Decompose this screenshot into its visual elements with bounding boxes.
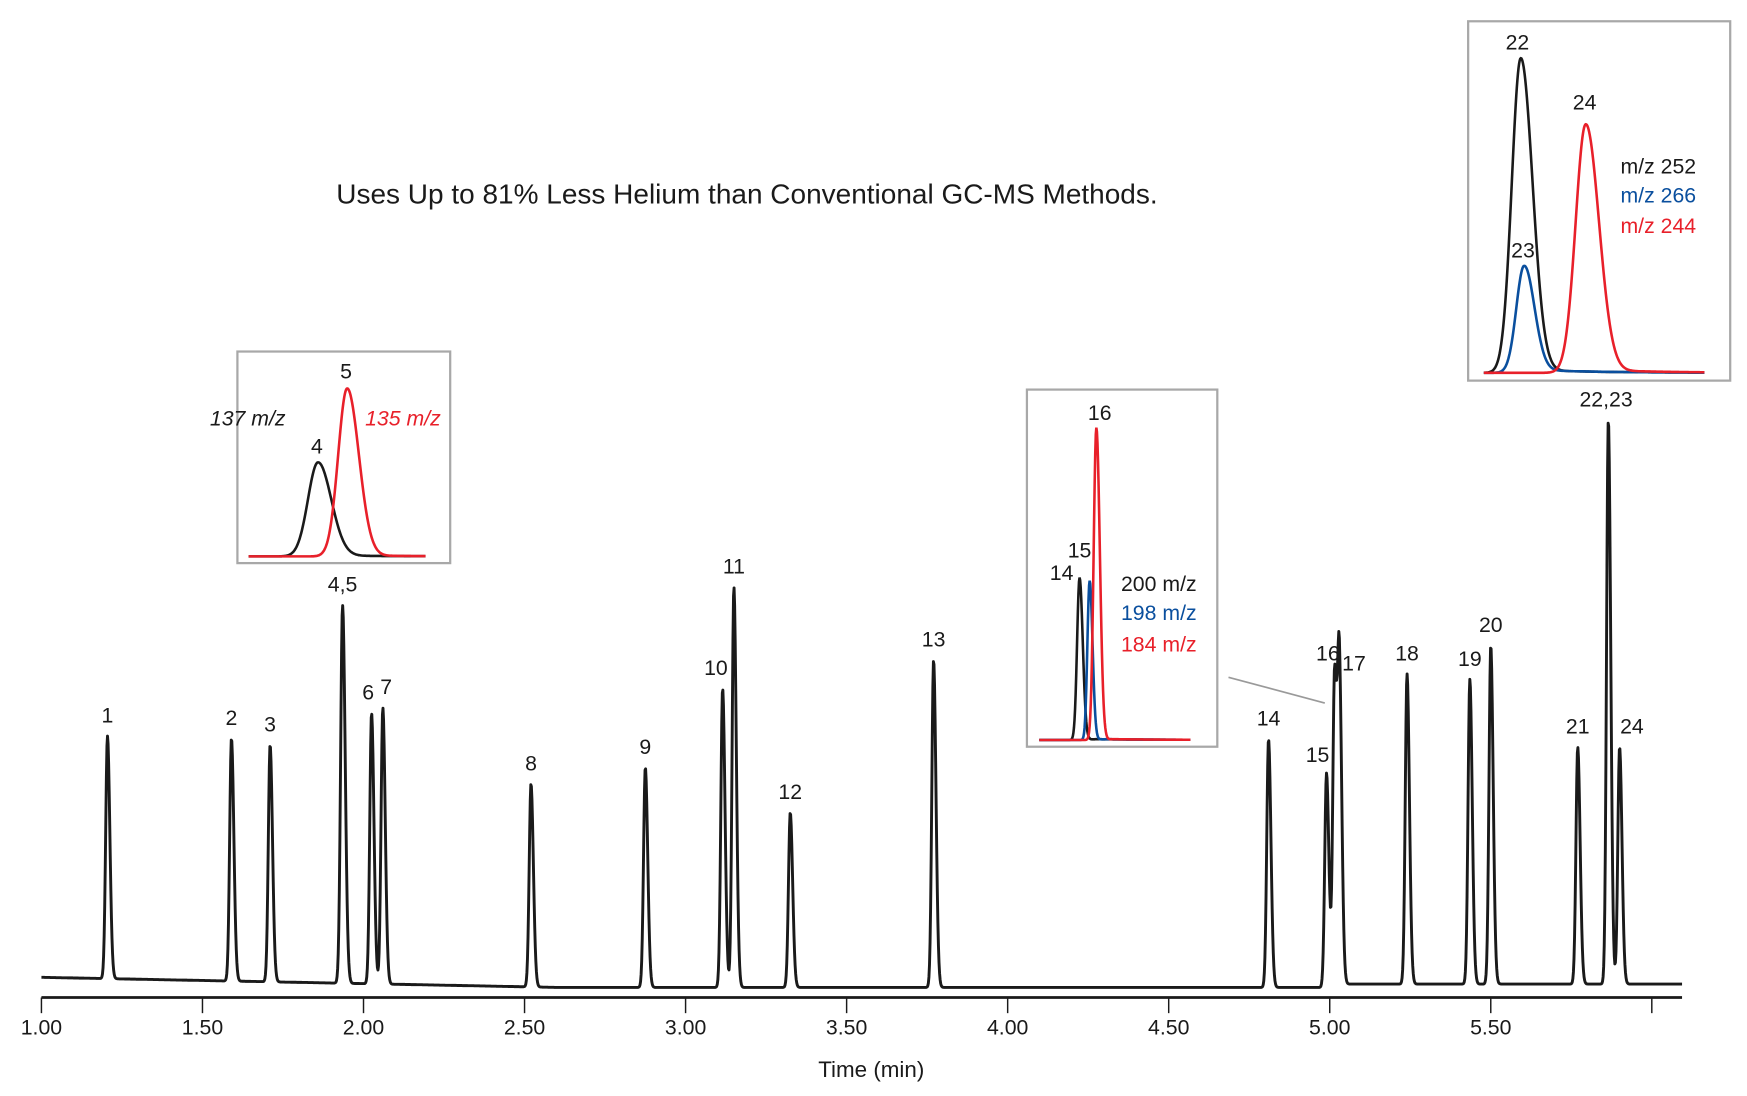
peak-label: 1: [102, 704, 114, 728]
peak-label: 22,23: [1579, 387, 1632, 411]
inset-legend-entry: m/z 252: [1620, 155, 1696, 179]
inset-leader-line: [1228, 676, 1326, 704]
peak-label: 18: [1395, 641, 1419, 665]
x-axis: 1.00 1.50 2.00 2.50 3.00 3.50 4.00 4.50 5.00 5.50: [21, 996, 1683, 1039]
trace-group: [40, 421, 1683, 989]
inset-3: 22 m/z 252 23 m/z 266 24 m/z 244: [1467, 20, 1732, 382]
x-axis-label: Time (min): [818, 1057, 924, 1082]
inset-peak-label: 5: [340, 359, 352, 383]
peak-label: 16: [1316, 641, 1340, 665]
peak-label: 10: [704, 656, 728, 680]
inset-peak-label: 4: [311, 434, 323, 458]
peak-label: 14: [1257, 707, 1281, 731]
x-tick-label: 3.50: [826, 1015, 867, 1039]
peak-label: 19: [1458, 647, 1482, 671]
x-tick-label: 1.50: [182, 1015, 223, 1039]
peak-label: 3: [264, 712, 276, 736]
x-tick-label: 4.50: [1148, 1015, 1189, 1039]
inset-1: 4 137 m/z 5 135 m/z: [210, 350, 452, 565]
inset-peak-label: 22: [1506, 30, 1530, 54]
inset-trace: [248, 387, 426, 558]
peak-label: 21: [1566, 715, 1590, 739]
x-tick-label: 3.00: [665, 1015, 706, 1039]
peak-label: 12: [778, 780, 802, 804]
peak-label: 17: [1342, 651, 1366, 675]
inset-peak-label: 14: [1050, 561, 1074, 585]
peak-label: 8: [525, 751, 537, 775]
x-tick-label: 5.00: [1309, 1015, 1350, 1039]
inset-legend-entry: 200 m/z: [1121, 572, 1197, 596]
inset-2: 14 200 m/z 15 198 m/z 16 184 m/z: [1025, 388, 1219, 748]
insets: 4 137 m/z 5 135 m/z 14 200 m/z 15 198 m/z 16 184 …: [210, 20, 1732, 748]
peak-label: 15: [1306, 743, 1330, 767]
x-tick-label: 2.00: [343, 1015, 384, 1039]
chart-title: Uses Up to 81% Less Helium than Conventi…: [336, 179, 1157, 210]
inset-peak-label: 23: [1511, 238, 1535, 262]
peak-label: 7: [380, 675, 392, 699]
inset-trace: [1483, 122, 1705, 375]
inset-legend-entry: 137 m/z: [210, 406, 286, 430]
x-tick-label: 5.50: [1470, 1015, 1511, 1039]
inset-peak-label: 16: [1088, 401, 1112, 425]
x-tick-label: 4.00: [987, 1015, 1028, 1039]
x-tick-label: 2.50: [504, 1015, 545, 1039]
peak-label: 2: [226, 706, 238, 730]
inset-peak-label: 24: [1573, 91, 1597, 115]
inset-legend-entry: 135 m/z: [365, 406, 441, 430]
peak-label: 4,5: [328, 573, 358, 597]
chromatogram-trace: [40, 421, 1683, 989]
inset-frame: [1025, 388, 1219, 748]
inset-legend-entry: m/z 266: [1620, 184, 1696, 208]
x-tick-label: 1.00: [21, 1015, 62, 1039]
peak-label: 9: [639, 735, 651, 759]
peak-label: 11: [723, 554, 745, 578]
peak-label: 20: [1479, 613, 1503, 637]
inset-frame: [236, 350, 452, 565]
inset-legend-entry: 184 m/z: [1121, 633, 1197, 657]
inset-legend-entry: 198 m/z: [1121, 601, 1197, 625]
inset-legend-entry: m/z 244: [1620, 214, 1696, 238]
peak-label: 24: [1620, 715, 1644, 739]
inset-trace: [1039, 427, 1191, 742]
inset-peak-label: 15: [1068, 539, 1092, 563]
peak-label: 6: [362, 681, 374, 705]
peak-label: 13: [922, 628, 946, 652]
